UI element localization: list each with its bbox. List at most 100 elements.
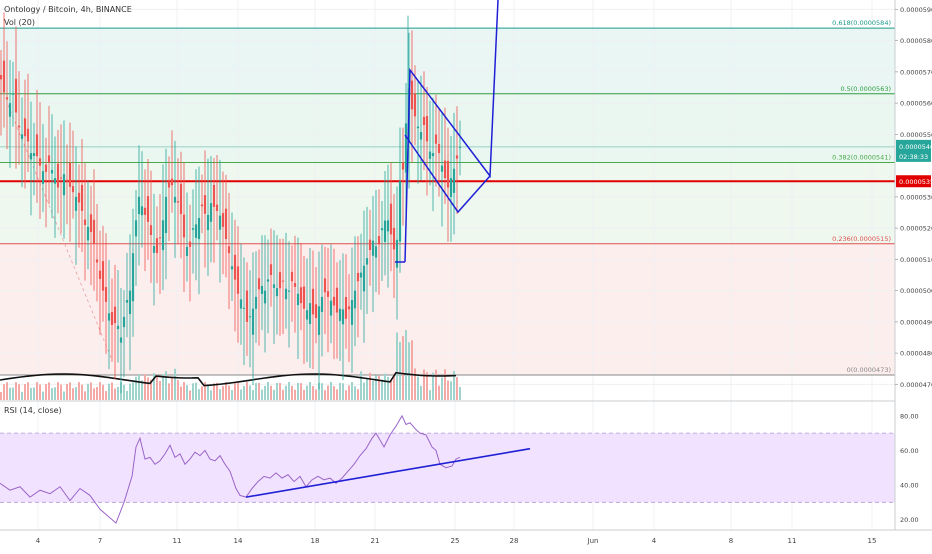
- candle-body: [29, 153, 33, 160]
- candle-body: [368, 239, 372, 250]
- volume-bar: [408, 342, 410, 400]
- volume-bar: [294, 389, 296, 400]
- candle-body: [284, 288, 288, 300]
- volume-bar: [87, 383, 89, 400]
- volume-bar: [348, 385, 350, 400]
- volume-bar: [207, 385, 209, 400]
- volume-bar: [261, 389, 263, 400]
- volume-bar: [132, 382, 134, 400]
- candle-body: [35, 134, 39, 157]
- volume-bar: [456, 377, 458, 400]
- time-tick-label: 14: [234, 537, 243, 545]
- volume-bar: [159, 381, 161, 400]
- volume-bar: [327, 385, 329, 400]
- volume-bar: [75, 387, 77, 400]
- volume-bar: [3, 384, 5, 400]
- candle-body: [455, 155, 459, 159]
- candle-body: [272, 284, 276, 288]
- candle-body: [101, 261, 105, 291]
- volume-bar: [126, 390, 128, 400]
- volume-bar: [450, 381, 452, 400]
- volume-bar: [210, 390, 212, 400]
- time-tick-label: 8: [729, 537, 733, 545]
- volume-bar: [213, 383, 215, 400]
- volume-bar: [138, 374, 140, 400]
- volume-bar: [96, 386, 98, 400]
- volume-bar: [399, 341, 401, 400]
- candle-body: [431, 153, 435, 157]
- candle-body: [290, 271, 294, 282]
- candle-body: [173, 196, 177, 203]
- candle-body: [446, 160, 450, 188]
- candle-body: [140, 206, 144, 216]
- volume-bar: [378, 375, 380, 400]
- volume-bar: [300, 383, 302, 400]
- volume-bar: [318, 382, 320, 400]
- volume-bar: [309, 382, 311, 400]
- candle-body: [260, 285, 264, 294]
- time-tick-label: 7: [98, 537, 102, 545]
- candle-body: [332, 296, 336, 306]
- volume-bar: [42, 391, 44, 400]
- candle-body: [437, 144, 441, 154]
- candle-body: [20, 134, 24, 139]
- volume-bar: [276, 383, 278, 400]
- candle-body: [164, 196, 168, 234]
- volume-bar: [63, 391, 65, 400]
- candle-body: [341, 309, 345, 325]
- volume-bar: [114, 388, 116, 400]
- candle-body: [356, 272, 360, 282]
- candle-body: [398, 181, 402, 242]
- rsi-tick-label: 40.00: [900, 482, 919, 490]
- volume-bar: [426, 372, 428, 400]
- price-tick-label: 0.0000480: [900, 350, 932, 358]
- candle-body: [404, 123, 408, 173]
- candle-body: [203, 195, 207, 214]
- time-tick-label: 11: [173, 537, 182, 545]
- volume-bar: [189, 390, 191, 400]
- candle-body: [314, 304, 318, 318]
- volume-bar: [282, 389, 284, 400]
- candle-body: [413, 93, 417, 117]
- candle-body: [389, 203, 393, 235]
- volume-bar: [414, 368, 416, 400]
- volume-bar: [375, 375, 377, 400]
- volume-bar: [249, 385, 251, 400]
- candle-body: [71, 186, 75, 193]
- volume-bar: [45, 383, 47, 400]
- candle-body: [5, 97, 9, 100]
- volume-bar: [411, 340, 413, 400]
- candle-body: [335, 287, 339, 313]
- volume-bar: [111, 382, 113, 400]
- candle-body: [146, 196, 150, 222]
- volume-bar: [423, 369, 425, 400]
- candle-body: [191, 228, 195, 230]
- price-tick-label: 0.0000510: [900, 256, 932, 264]
- candle-body: [275, 288, 279, 297]
- candle-body: [263, 290, 267, 304]
- candle-body: [221, 213, 225, 227]
- volume-bar: [150, 379, 152, 400]
- candle-body: [311, 288, 315, 315]
- volume-bar: [30, 387, 32, 400]
- volume-bar: [336, 389, 338, 400]
- candle-body: [350, 300, 354, 325]
- fib-label: 0.236(0.0000515): [832, 235, 891, 243]
- candle-body: [230, 266, 234, 270]
- candle-body: [32, 153, 36, 156]
- volume-bar: [102, 384, 104, 400]
- candle-body: [269, 264, 273, 275]
- candle-body: [137, 196, 141, 215]
- candle-body: [59, 177, 63, 179]
- candle-body: [56, 163, 60, 188]
- volume-bar: [438, 385, 440, 400]
- volume-bar: [39, 384, 41, 400]
- candle-body: [305, 310, 309, 320]
- candle-body: [281, 280, 285, 282]
- candle-body: [98, 270, 102, 279]
- volume-bar: [108, 383, 110, 400]
- volume-bar: [228, 385, 230, 400]
- candle-body: [215, 204, 219, 211]
